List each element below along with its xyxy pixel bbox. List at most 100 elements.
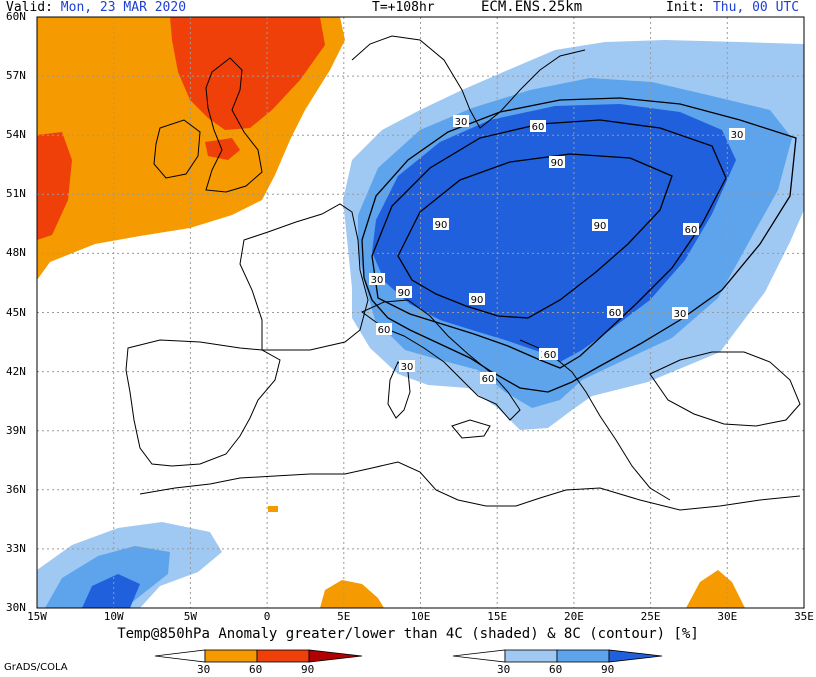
map-caption: Temp@850hPa Anomaly greater/lower than 4… [117, 626, 699, 642]
longitude-tick-label: 15E [487, 610, 508, 623]
coast-north-africa [139, 461, 801, 511]
latitude-tick-label: 36N [6, 482, 26, 496]
contour-label: 60 [480, 372, 496, 385]
map-frame [36, 16, 805, 609]
legend-cold-tick: 60 [549, 663, 563, 676]
coast-iberia [125, 339, 281, 467]
legend-cold-high [608, 649, 663, 663]
svg-text:90: 90 [435, 220, 448, 231]
legend-cold-low [452, 649, 506, 663]
latitude-tick-label: 33N [6, 541, 26, 555]
init-label: Init: [666, 0, 706, 15]
contour-label: 90 [396, 286, 412, 299]
latitude-tick-label: 48N [6, 246, 26, 260]
legend-warm-low [154, 649, 206, 663]
valid-value: Mon, 23 MAR 2020 [60, 0, 187, 15]
contour-label: 30 [729, 128, 745, 141]
contour-label: 90 [433, 218, 449, 231]
contour-90 [397, 153, 673, 319]
latitude-tick-label: 30N [6, 601, 26, 614]
coast-scandinavia [351, 35, 586, 129]
contour-label: 30 [453, 115, 469, 128]
legend-warm-tick: 60 [249, 663, 263, 676]
legend-warm-tick: 90 [301, 663, 315, 676]
contour-label: 30 [369, 273, 385, 286]
warm-anomaly-patch-turkey [686, 570, 745, 608]
contour-label: 90 [592, 219, 608, 232]
cold-anomaly-90-region [372, 104, 736, 362]
contour-label: 60 [376, 323, 392, 336]
longitude-tick-label: 5W [183, 610, 198, 623]
svg-text:60: 60 [685, 225, 698, 236]
latitude-tick-label: 60N [6, 10, 26, 23]
contour-label: 60 [607, 306, 623, 319]
svg-text:90: 90 [551, 158, 564, 169]
warm-anomaly-patch-africa [320, 580, 384, 608]
contour-label: 90 [469, 293, 485, 306]
svg-text:30: 30 [401, 362, 414, 373]
graticule [37, 17, 804, 608]
legend-warm-30 [204, 649, 258, 663]
contour-label: 60 [530, 120, 546, 133]
contour-label: 60 [542, 348, 558, 361]
coast-great-britain [205, 57, 263, 193]
longitude-tick-label: 0 [263, 610, 271, 623]
svg-text:90: 90 [471, 295, 484, 306]
svg-text:30: 30 [371, 275, 384, 286]
legend-cold-tick: 90 [601, 663, 615, 676]
legend-cold-tick: 30 [497, 663, 511, 676]
legend-warm [154, 649, 363, 663]
warm-anomaly-60-region-west [37, 132, 72, 240]
longitude-tick-label: 10W [103, 610, 124, 623]
svg-text:30: 30 [455, 117, 468, 128]
init-time: Init: Thu, 00 UTC [666, 0, 799, 15]
svg-text:90: 90 [594, 221, 607, 232]
legend-warm-60 [256, 649, 310, 663]
longitude-tick-label: 30E [717, 610, 738, 623]
svg-text:60: 60 [378, 325, 391, 336]
svg-text:90: 90 [398, 288, 411, 299]
longitude-tick-label: 20E [563, 610, 584, 623]
valid-time: Valid: Mon, 23 MAR 2020 [6, 0, 186, 15]
legend-cold-30 [504, 649, 558, 663]
contour-label: 30 [672, 307, 688, 320]
warm-anomaly-60-region [170, 17, 325, 130]
latitude-tick-label: 39N [6, 423, 26, 437]
svg-text:60: 60 [544, 350, 557, 361]
legend-warm-tick: 30 [197, 663, 211, 676]
contour-label: 30 [399, 360, 415, 373]
contour-label: 90 [549, 156, 565, 169]
cold-anomaly-africa-90 [82, 574, 140, 608]
legend-cold-60 [556, 649, 610, 663]
contour-60 [371, 119, 727, 369]
coast-italy [361, 299, 521, 421]
latitude-tick-label: 51N [6, 187, 26, 201]
coast-ireland [153, 119, 201, 179]
latitude-tick-label: 54N [6, 128, 26, 142]
coast-france [239, 203, 369, 351]
svg-text:30: 30 [731, 130, 744, 141]
svg-text:60: 60 [482, 374, 495, 385]
legend-cold [452, 649, 663, 663]
contour-label-group: 3060903060909090603030906060303060 [369, 115, 745, 385]
coast-black-sea [649, 351, 801, 427]
longitude-tick-label: 15W [27, 610, 47, 623]
svg-text:60: 60 [532, 122, 545, 133]
warm-anomaly-speck [268, 506, 278, 512]
latitude-tick-label: 45N [6, 305, 26, 319]
svg-text:30: 30 [674, 309, 687, 320]
legend-warm-high [308, 649, 363, 663]
forecast-time: T=+108hr [372, 0, 435, 15]
latitude-tick-label: 57N [6, 69, 26, 83]
latitude-tick-label: 42N [6, 364, 26, 378]
valid-label: Valid: [6, 0, 53, 15]
coast-sicily [451, 419, 491, 439]
longitude-tick-label: 10E [410, 610, 431, 623]
credit-footer: GrADS/COLA [4, 662, 68, 673]
coast-corsica-sardinia [387, 361, 411, 419]
cold-anomaly-africa-60 [45, 546, 170, 608]
longitude-tick-label: 25E [640, 610, 661, 623]
longitude-tick-label: 35E [794, 610, 814, 623]
warm-anomaly-60-region-ireland [205, 138, 240, 160]
